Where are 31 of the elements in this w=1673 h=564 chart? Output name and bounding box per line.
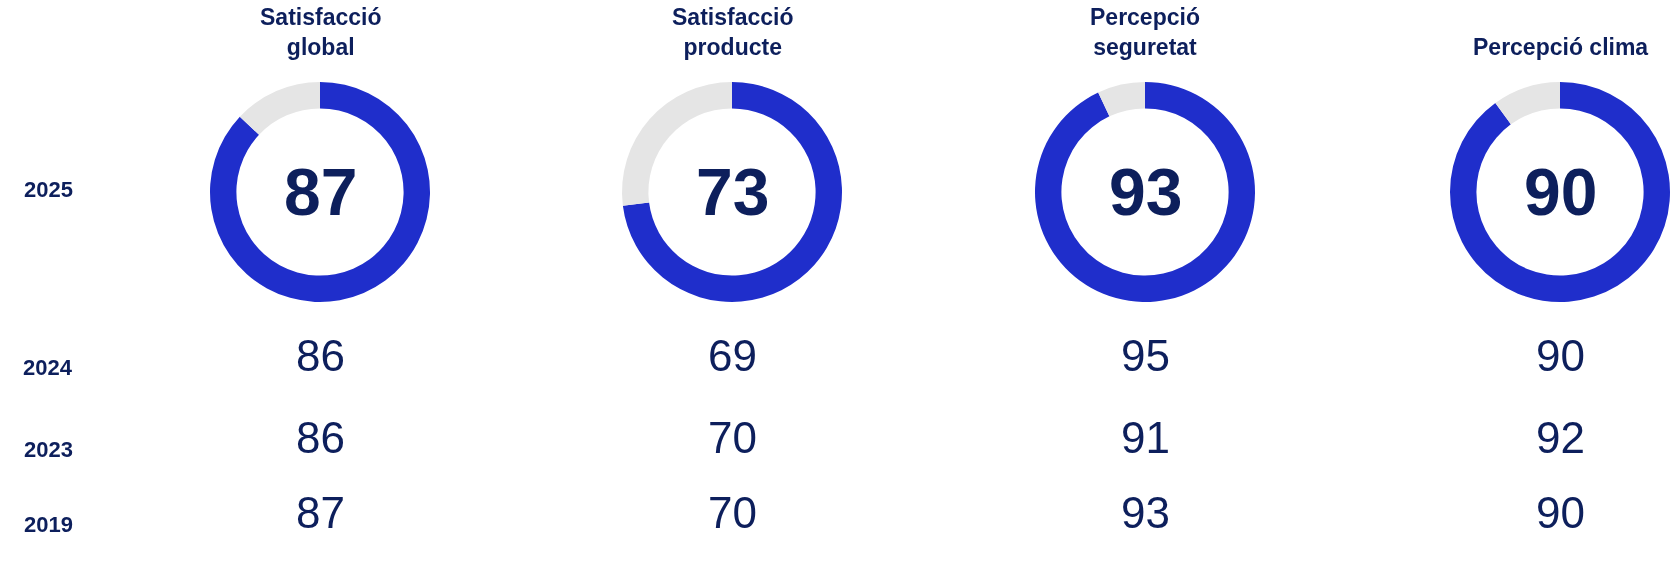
data-label: 87 xyxy=(284,155,358,229)
text: 90 xyxy=(1536,331,1585,380)
data-label: 90 xyxy=(1524,155,1598,229)
text: 2023 xyxy=(24,437,73,462)
text: 90 xyxy=(1536,488,1585,537)
text: 86 xyxy=(296,331,345,380)
donut-slice xyxy=(210,82,430,302)
text: 92 xyxy=(1536,413,1585,462)
text: 70 xyxy=(708,488,757,537)
text: 86 xyxy=(296,413,345,462)
text: 2019 xyxy=(24,512,73,537)
donut-slice xyxy=(1495,82,1560,125)
text: 95 xyxy=(1121,331,1170,380)
data-label: 73 xyxy=(696,155,770,229)
text: 87 xyxy=(296,488,345,537)
chart-title: Satisfacció global xyxy=(260,4,382,60)
donut-slice xyxy=(1035,82,1255,302)
chart-title: Satisfacció producte xyxy=(672,4,794,60)
data-label: 93 xyxy=(1109,155,1183,229)
chart-title: Percepció clima xyxy=(1473,34,1649,60)
text: 2025 xyxy=(24,177,73,202)
chart-title: Percepció seguretat xyxy=(1090,4,1200,60)
text: 70 xyxy=(708,413,757,462)
text: 93 xyxy=(1121,488,1170,537)
donut-slice xyxy=(1450,82,1670,302)
donut-slice xyxy=(239,82,320,135)
text: 69 xyxy=(708,331,757,380)
donut-slice xyxy=(622,82,842,302)
donut-slice xyxy=(1098,82,1145,117)
text: 91 xyxy=(1121,413,1170,462)
text: 2024 xyxy=(23,355,73,380)
